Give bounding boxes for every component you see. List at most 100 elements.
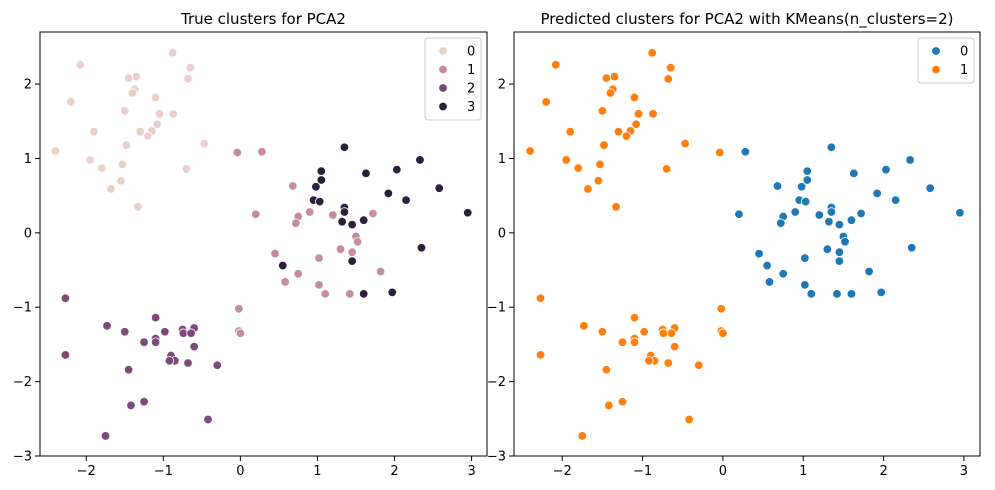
- data-point: [605, 88, 616, 98]
- x-tick-label: 2: [879, 464, 887, 479]
- data-point: [232, 147, 243, 158]
- chart-title: True clusters for PCA2: [180, 10, 346, 28]
- data-point: [772, 181, 783, 191]
- data-point: [661, 164, 672, 174]
- data-point: [345, 289, 355, 299]
- data-point: [164, 356, 175, 366]
- legend: 0 1 2 3: [424, 37, 482, 121]
- data-point: [167, 48, 178, 58]
- data-point: [117, 159, 128, 170]
- data-point: [644, 356, 654, 366]
- data-point: [337, 216, 347, 227]
- data-point: [434, 183, 444, 193]
- data-point: [822, 244, 833, 254]
- data-point: [143, 131, 153, 141]
- y-tick-label: −3: [13, 450, 32, 465]
- data-point: [631, 119, 641, 129]
- data-point: [621, 131, 632, 141]
- data-point: [629, 92, 640, 103]
- data-point: [415, 155, 425, 165]
- data-point: [316, 166, 327, 176]
- data-point: [579, 321, 589, 331]
- data-point: [666, 328, 677, 338]
- data-point: [762, 260, 772, 271]
- data-point: [89, 126, 99, 137]
- data-point: [535, 350, 546, 360]
- data-point: [573, 163, 583, 173]
- data-point: [293, 269, 303, 279]
- legend: 01: [917, 37, 975, 84]
- data-point: [361, 168, 371, 179]
- y-tick-label: −2: [487, 375, 506, 390]
- data-point: [347, 247, 357, 257]
- data-point: [251, 209, 261, 219]
- y-tick-label: 1: [24, 152, 32, 167]
- data-point: [840, 237, 850, 247]
- data-point: [663, 358, 673, 368]
- data-point: [189, 341, 199, 352]
- data-point: [160, 327, 170, 337]
- data-point: [315, 196, 325, 207]
- data-point: [925, 183, 935, 193]
- data-point: [617, 397, 628, 407]
- data-point: [199, 138, 209, 149]
- data-point: [168, 109, 179, 119]
- data-point: [96, 163, 107, 173]
- data-point: [541, 97, 551, 107]
- chart-predicted-clusters: Predicted clusters for PCA2 with KMeans(…: [487, 10, 981, 479]
- legend-marker: [438, 64, 448, 75]
- data-point: [669, 341, 680, 352]
- data-point: [665, 63, 676, 73]
- legend-label: 1: [960, 63, 968, 78]
- data-point: [647, 48, 657, 58]
- data-point: [335, 244, 346, 254]
- data-point: [135, 126, 145, 137]
- data-point: [133, 202, 143, 212]
- data-point: [684, 414, 694, 425]
- data-point: [525, 146, 535, 156]
- data-point: [120, 327, 130, 337]
- series-2: [60, 293, 222, 441]
- data-point: [50, 146, 61, 156]
- data-point: [212, 360, 222, 370]
- data-point: [203, 414, 213, 425]
- data-point: [311, 182, 321, 192]
- data-point: [849, 168, 859, 179]
- legend-box: [424, 37, 482, 121]
- x-tick-label: 1: [799, 464, 807, 479]
- data-point: [131, 71, 142, 82]
- data-point: [320, 289, 330, 299]
- data-point: [383, 188, 394, 199]
- data-point: [577, 431, 587, 441]
- series-0: [50, 48, 209, 212]
- y-tick-label: −3: [487, 450, 506, 465]
- data-point: [800, 253, 810, 263]
- data-point: [463, 208, 473, 218]
- data-point: [778, 269, 788, 279]
- data-point: [181, 164, 192, 174]
- data-point: [60, 350, 71, 360]
- series-3: [278, 142, 473, 299]
- data-point: [846, 289, 857, 299]
- data-point: [814, 210, 825, 220]
- data-point: [872, 188, 882, 199]
- data-point: [416, 243, 427, 253]
- x-tick-label: 1: [313, 464, 321, 479]
- x-tick-label: −1: [154, 464, 173, 479]
- x-tick-label: −1: [633, 464, 652, 479]
- data-point: [802, 175, 812, 185]
- data-point: [339, 207, 350, 217]
- data-point: [716, 304, 726, 314]
- y-tick-label: −1: [13, 301, 32, 316]
- data-point: [714, 147, 725, 158]
- data-point: [314, 280, 324, 290]
- y-tick-label: −1: [487, 301, 506, 316]
- data-point: [604, 400, 614, 411]
- data-point: [66, 97, 76, 107]
- series-1: [525, 48, 728, 441]
- data-point: [832, 289, 842, 299]
- series-1: [232, 147, 386, 338]
- data-point: [75, 60, 85, 70]
- x-tick-label: 3: [467, 464, 475, 479]
